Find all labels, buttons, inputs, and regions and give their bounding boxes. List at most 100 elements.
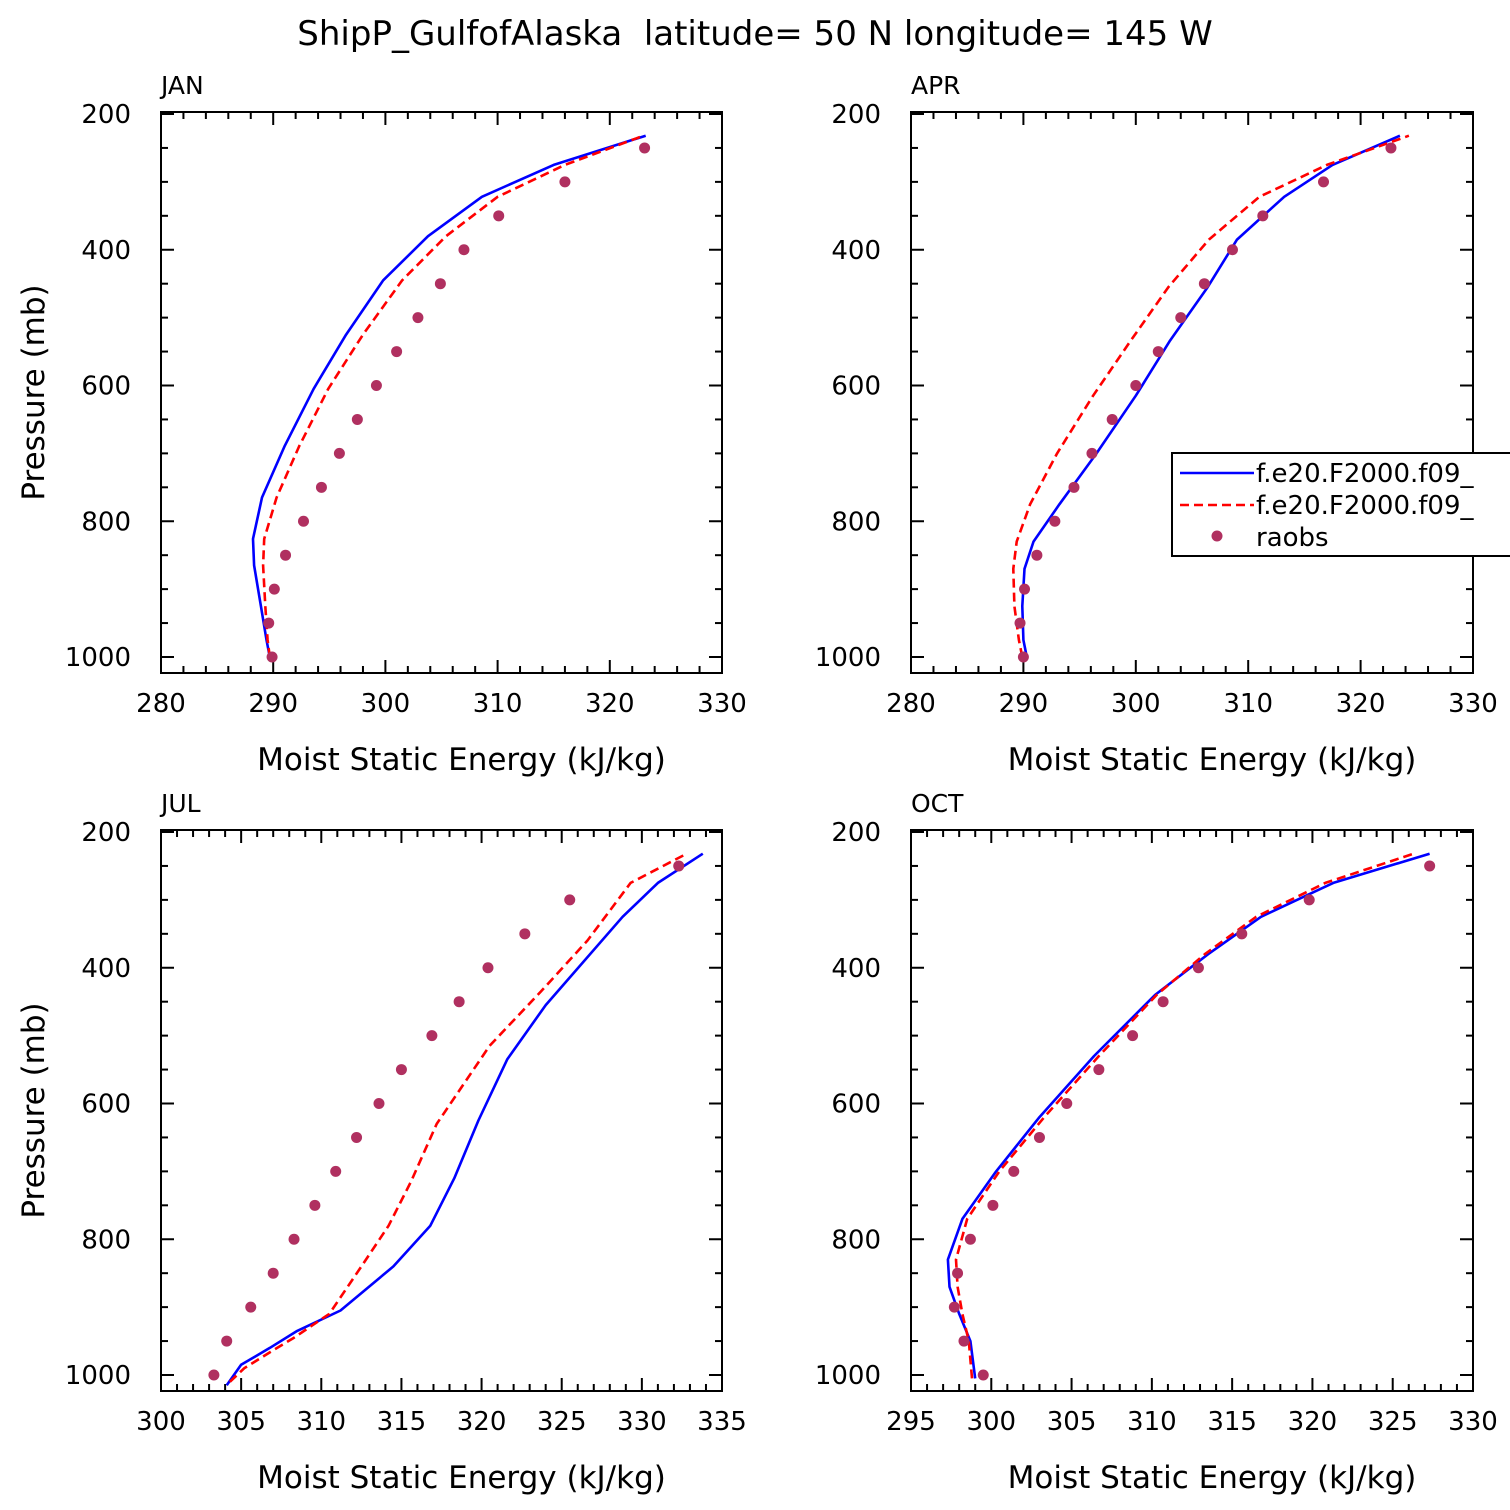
x-tick-label: 330 [1448,1407,1498,1437]
x-tick-label: 330 [697,689,747,719]
series-line-dashed [954,852,1415,1379]
y-tick-label: 1000 [65,1361,131,1391]
y-tick-label: 600 [81,372,131,402]
y-tick-label: 800 [81,1225,131,1255]
x-tick-label: 305 [1047,1407,1097,1437]
plot-frame [160,111,723,674]
raobs-point [1198,278,1210,290]
raobs-point [1014,617,1026,629]
raobs-point [309,1199,321,1211]
legend-label: f.e20.F2000.f09_ [1256,491,1474,521]
raobs-point [351,1131,363,1143]
raobs-point [1031,549,1043,561]
raobs-point [351,413,363,425]
x-tick-label: 300 [966,1407,1016,1437]
raobs-point [639,142,651,154]
raobs-point [1226,244,1238,256]
raobs-point [1236,928,1248,940]
x-tick-label: 310 [1223,689,1273,719]
raobs-point [266,651,278,663]
y-tick-label: 400 [831,954,881,984]
raobs-point [482,962,494,974]
panels-group: JAN 280 290 300 310 320 330 200 400 600 800 1000 Moi… [16,71,1498,1496]
x-tick-label: 300 [361,689,411,719]
raobs-point [1424,860,1436,872]
y-tick-label: 600 [831,372,881,402]
x-tick-label: 310 [1127,1407,1177,1437]
x-tick-label: 325 [1368,1407,1418,1437]
plot-frame [910,829,1474,1392]
raobs-point [330,1165,342,1177]
x-tick-label: 320 [1288,1407,1338,1437]
legend-swatch-raobs [1211,530,1223,542]
x-tick-label: 280 [886,689,936,719]
raobs-point [964,1233,976,1245]
x-tick-label: 300 [1111,689,1161,719]
chart-panel-oct: OCT 295 300 305 310 315 320 325 330 200 400 600 800 1… [815,789,1498,1496]
y-tick-label: 800 [831,507,881,537]
x-tick-label: 280 [136,689,186,719]
series-line-solid [1020,134,1401,658]
x-tick-label: 320 [585,689,635,719]
legend-label: raobs [1256,523,1329,553]
raobs-point [315,481,327,493]
raobs-point [221,1335,233,1347]
x-tick-label: 335 [697,1407,747,1437]
chart-panel-jul: JUL 300 305 310 315 320 325 330 335 200 400 600 800 1… [16,789,747,1496]
y-tick-label: 400 [81,954,131,984]
x-tick-label: 320 [1336,689,1386,719]
raobs-point [952,1267,964,1279]
legend-label: f.e20.F2000.f09_ [1256,459,1474,489]
raobs-point [1127,1030,1139,1042]
raobs-point [1086,447,1098,459]
raobs-point [1152,346,1164,358]
raobs-point [280,549,292,561]
raobs-point [1019,583,1031,595]
series-line-dashed [229,852,688,1383]
figure-title: ShipP_GulfofAlaska latitude= 50 N longit… [297,14,1212,54]
raobs-point [1157,996,1169,1008]
raobs-point [1008,1165,1020,1177]
raobs-point [268,583,280,595]
raobs-point [458,244,470,256]
raobs-point [297,515,309,527]
raobs-point [519,928,531,940]
raobs-point [1093,1064,1105,1076]
plot-frame [160,829,723,1392]
x-tick-label: 290 [248,689,298,719]
chart-panel-apr: APR 280 290 300 310 320 330 200 400 600 800 1000 Moi… [815,71,1498,778]
x-axis-title: Moist Static Energy (kJ/kg) [1008,742,1417,778]
y-tick-label: 400 [81,236,131,266]
raobs-point [370,380,382,391]
x-tick-label: 315 [377,1407,427,1437]
raobs-point [1061,1098,1073,1109]
x-axis-title: Moist Static Energy (kJ/kg) [257,1460,666,1496]
raobs-point [1192,962,1204,974]
x-tick-label: 315 [1207,1407,1257,1437]
y-tick-label: 800 [831,1225,881,1255]
y-tick-label: 1000 [815,643,881,673]
x-tick-label: 300 [136,1407,186,1437]
raobs-point [958,1335,970,1347]
x-tick-label: 305 [216,1407,266,1437]
y-tick-label: 600 [831,1090,881,1120]
raobs-point [373,1098,385,1109]
raobs-point [1049,515,1061,527]
y-tick-label: 1000 [815,1361,881,1391]
y-tick-label: 600 [81,1090,131,1120]
raobs-point [412,312,424,324]
raobs-point [434,278,446,290]
panel-label: OCT [911,789,964,818]
y-axis-title: Pressure (mb) [16,1002,52,1218]
y-tick-label: 1000 [65,643,131,673]
raobs-point [948,1301,960,1313]
series-line-dashed [261,134,644,658]
raobs-point [493,210,505,222]
x-tick-label: 310 [296,1407,346,1437]
series-line-dashed [1011,134,1410,658]
x-tick-label: 295 [886,1407,936,1437]
panel-label: APR [911,71,961,100]
panel-label: JUL [159,789,201,818]
raobs-point [333,447,345,459]
